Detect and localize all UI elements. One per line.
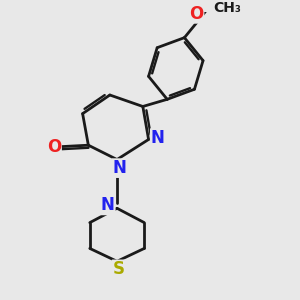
- Text: N: N: [151, 129, 165, 147]
- Text: S: S: [112, 260, 124, 278]
- Text: O: O: [47, 138, 61, 156]
- Text: O: O: [189, 5, 204, 23]
- Text: CH₃: CH₃: [214, 1, 242, 15]
- Text: N: N: [101, 196, 115, 214]
- Text: N: N: [112, 159, 126, 177]
